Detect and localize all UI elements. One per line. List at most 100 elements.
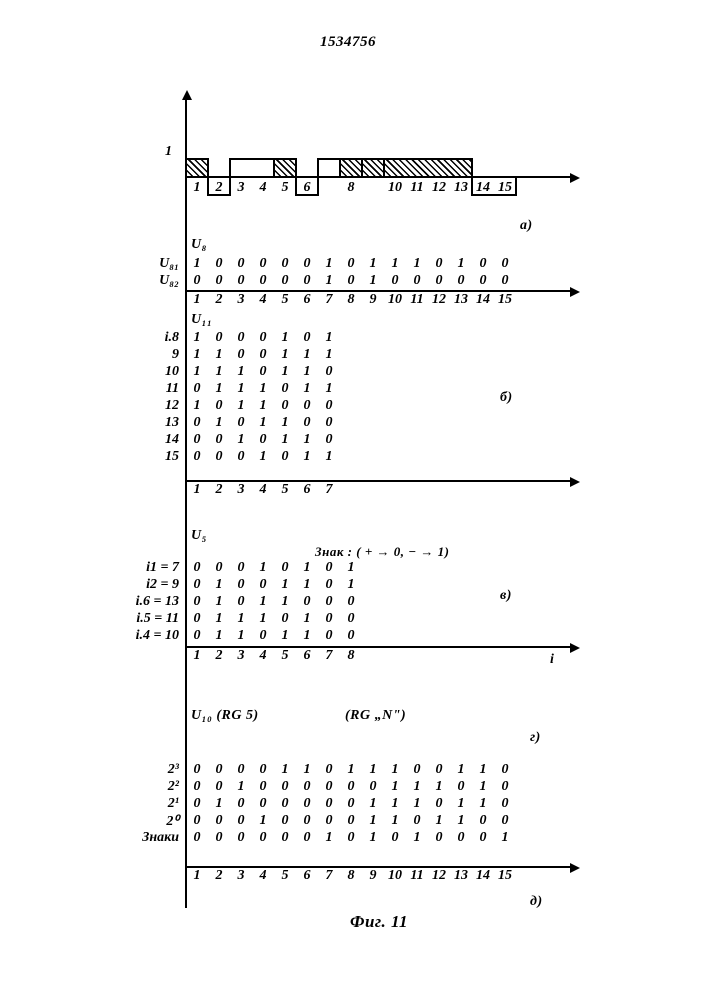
column-index: 4	[253, 482, 273, 498]
data-cell: 0	[231, 256, 251, 272]
data-cell: 0	[297, 398, 317, 414]
data-cell: 1	[187, 398, 207, 414]
heading-u11: U₁₁	[191, 312, 212, 328]
data-cell: 0	[253, 830, 273, 846]
column-index: 9	[363, 868, 383, 884]
waveform-hatched	[339, 158, 363, 178]
data-cell: 1	[385, 813, 405, 829]
row-label: i.6 = 13	[123, 594, 179, 610]
y-tick-label: 1	[165, 144, 173, 160]
data-cell: 1	[253, 398, 273, 414]
data-cell: 0	[231, 762, 251, 778]
data-cell: 0	[429, 762, 449, 778]
data-cell: 0	[495, 779, 515, 795]
data-cell: 1	[407, 779, 427, 795]
column-index: 2	[209, 482, 229, 498]
data-cell: 0	[385, 830, 405, 846]
data-cell: 1	[385, 779, 405, 795]
data-cell: 0	[341, 256, 361, 272]
data-cell: 0	[187, 611, 207, 627]
data-cell: 1	[363, 830, 383, 846]
data-cell: 0	[341, 611, 361, 627]
data-cell: 0	[253, 577, 273, 593]
data-cell: 1	[253, 611, 273, 627]
column-index: 3	[231, 482, 251, 498]
column-index: 2	[209, 292, 229, 308]
data-cell: 0	[209, 830, 229, 846]
data-cell: 0	[319, 432, 339, 448]
data-cell: 0	[341, 273, 361, 289]
data-cell: 1	[473, 796, 493, 812]
data-cell: 1	[275, 628, 295, 644]
waveform-hatched	[361, 158, 385, 178]
data-cell: 1	[451, 796, 471, 812]
data-cell: 1	[341, 560, 361, 576]
data-cell: 0	[253, 432, 273, 448]
column-index: 12	[429, 868, 449, 884]
data-cell: 0	[297, 779, 317, 795]
column-index: 2	[209, 180, 229, 196]
column-index: 13	[451, 292, 471, 308]
data-cell: 0	[209, 330, 229, 346]
data-cell: 0	[275, 273, 295, 289]
data-cell: 1	[209, 381, 229, 397]
data-cell: 1	[275, 330, 295, 346]
data-cell: 1	[253, 594, 273, 610]
data-cell: 0	[319, 628, 339, 644]
page: 1534756 11234568101112131415 а) U₈U₈₁100…	[0, 0, 707, 1000]
column-index: 14	[473, 868, 493, 884]
column-index: 5	[275, 482, 295, 498]
data-cell: 1	[363, 273, 383, 289]
data-cell: 1	[319, 256, 339, 272]
data-cell: 0	[297, 256, 317, 272]
data-cell: 0	[341, 779, 361, 795]
column-index: 2	[209, 868, 229, 884]
data-cell: 0	[297, 796, 317, 812]
column-index: 6	[297, 868, 317, 884]
data-cell: 0	[187, 560, 207, 576]
data-cell: 0	[231, 347, 251, 363]
data-cell: 0	[319, 611, 339, 627]
data-cell: 1	[275, 432, 295, 448]
data-cell: 1	[253, 560, 273, 576]
data-cell: 0	[407, 762, 427, 778]
data-cell: 0	[231, 330, 251, 346]
data-cell: 0	[451, 273, 471, 289]
heading-u10: U₁₀ (RG 5)	[191, 708, 259, 724]
data-cell: 1	[319, 381, 339, 397]
data-cell: 1	[363, 813, 383, 829]
data-cell: 1	[187, 330, 207, 346]
data-cell: 0	[319, 762, 339, 778]
data-cell: 1	[297, 381, 317, 397]
column-index: 1	[187, 482, 207, 498]
data-cell: 0	[187, 594, 207, 610]
column-index: 15	[495, 868, 515, 884]
row-label: 2¹	[123, 796, 179, 812]
column-index: 6	[297, 482, 317, 498]
column-index: 14	[473, 180, 493, 196]
waveform-hatched	[273, 158, 297, 178]
row-label: 2²	[123, 779, 179, 795]
data-cell: 0	[275, 256, 295, 272]
waveform-high	[229, 158, 275, 178]
row-label: 9	[139, 347, 179, 363]
data-cell: 1	[297, 762, 317, 778]
column-index: 3	[231, 180, 251, 196]
data-cell: 0	[407, 273, 427, 289]
heading-rgn: (RG „N")	[345, 708, 406, 724]
data-cell: 1	[407, 796, 427, 812]
data-cell: 1	[187, 364, 207, 380]
doc-number: 1534756	[320, 34, 376, 51]
data-cell: 1	[275, 762, 295, 778]
data-cell: 0	[319, 796, 339, 812]
data-cell: 0	[187, 796, 207, 812]
sign-note: Знак : ( + → 0, − → 1)	[315, 544, 449, 560]
data-cell: 1	[297, 611, 317, 627]
row-label: i.4 = 10	[123, 628, 179, 644]
data-cell: 1	[297, 628, 317, 644]
column-index: 1	[187, 868, 207, 884]
column-index: 11	[407, 868, 427, 884]
row-label: 15	[139, 449, 179, 465]
column-index: 4	[253, 292, 273, 308]
data-cell: 1	[231, 381, 251, 397]
